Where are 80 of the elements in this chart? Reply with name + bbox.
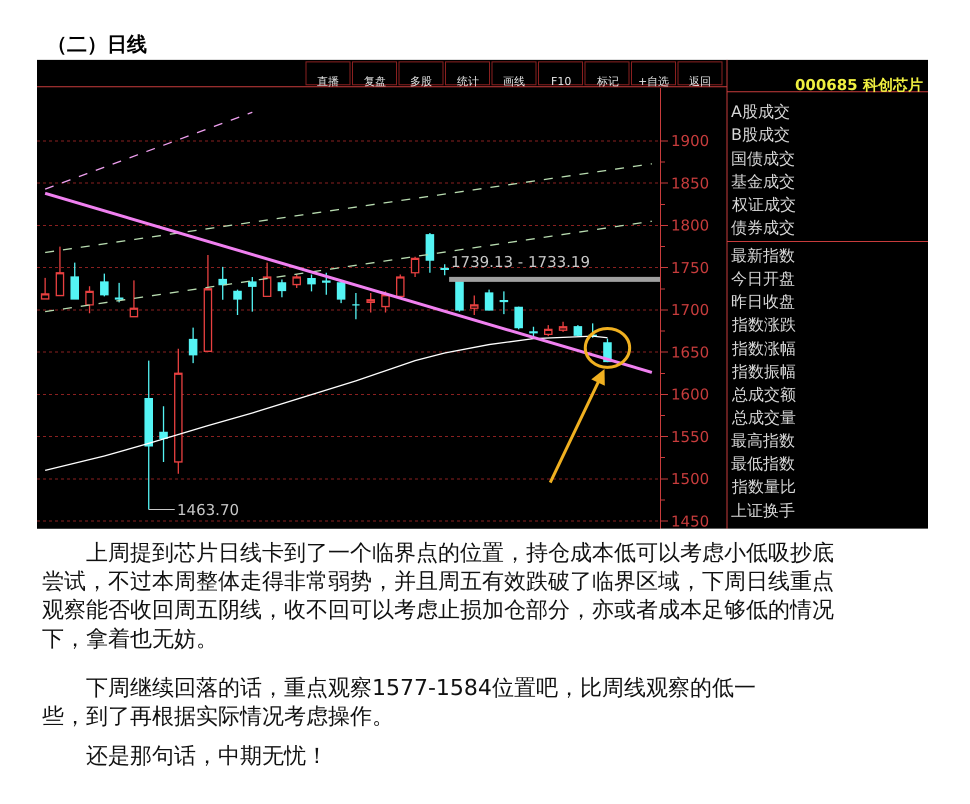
- y-tick-label: 1800: [671, 216, 710, 235]
- candlestick: [144, 360, 153, 510]
- text: B股成交: [731, 125, 790, 144]
- text: 上证换手: [731, 501, 795, 520]
- text: 总成交量: [731, 408, 796, 427]
- y-tick-label: 1850: [671, 174, 710, 192]
- text: 指数涨跌: [731, 315, 796, 334]
- candlestick: [426, 232, 434, 274]
- text: 上周提到芯片日线卡到了一个临界点的位置，持仓成本低可以考虑小低吸抄底尝试，不过本周整体走得非常弱势，并且周五有效跌破了临界区域，下周日线重点观察能否收回周五阴线，收不回可以考虑止损加仓部分，亦或者成本足够低的情况下，拿着也无妨。: [42, 541, 834, 652]
- candlestick: [278, 278, 286, 298]
- candlestick: [85, 286, 94, 314]
- text: A股成交: [731, 102, 790, 121]
- candlestick: [440, 264, 449, 276]
- y-tick-label: 1550: [671, 428, 710, 446]
- band-label: 1739.13 - 1733.19: [451, 253, 590, 271]
- candlestick: [529, 326, 538, 337]
- candlestick: [130, 280, 138, 318]
- candlestick: [56, 246, 64, 296]
- text: 基金成交: [731, 172, 795, 191]
- candlestick: [544, 324, 553, 337]
- candlestick: [218, 266, 227, 300]
- y-tick-label: 1700: [671, 301, 710, 320]
- text: 指数量比: [731, 477, 796, 496]
- y-tick-label: 1750: [671, 258, 710, 277]
- candlestick: [188, 327, 198, 364]
- text: 总成交额: [731, 385, 796, 404]
- annotation: 统计: [457, 75, 479, 88]
- candlestick: [352, 292, 360, 320]
- candlestick: [322, 272, 331, 296]
- chart-title: （二）日线: [47, 32, 147, 56]
- candlestick: [114, 282, 124, 303]
- candlestick: [70, 262, 80, 300]
- y-tick-label: 1500: [671, 470, 710, 488]
- text: 今日开盘: [731, 269, 795, 288]
- candlestick: [100, 272, 109, 298]
- candlestick: [292, 274, 301, 289]
- candlestick: [233, 289, 242, 316]
- annotation: 1463.70: [177, 501, 240, 519]
- text: 最低指数: [731, 454, 795, 473]
- text: 债券成交: [731, 218, 795, 237]
- text: 还是那句话，中期无忧！: [42, 744, 328, 769]
- candlestick: [558, 321, 568, 333]
- y-tick-label: 1650: [671, 343, 710, 362]
- candlestick: [366, 292, 375, 314]
- text: 下周继续回落的话，重点观察1577-1584位置吧，比周线观察的低一些，到了再根据实际情况考虑操作。: [42, 676, 756, 730]
- annotation: +自选: [638, 75, 670, 88]
- annotation: 复盘: [364, 75, 386, 88]
- candlestick: [470, 294, 479, 316]
- candlestick: [174, 348, 183, 474]
- candlestick: [514, 306, 523, 330]
- annotation: F10: [551, 75, 572, 88]
- text: 指数涨幅: [731, 339, 796, 358]
- candlestick: [381, 290, 390, 314]
- candlestick: [262, 262, 272, 298]
- line-series: [44, 335, 608, 472]
- y-tick-label: 1600: [671, 386, 710, 404]
- annotation: 直播: [317, 75, 339, 88]
- candlestick: [307, 274, 316, 292]
- candlestick: [574, 324, 582, 337]
- text: 返回: [689, 75, 711, 88]
- text: 000685 科创芯片: [795, 76, 923, 94]
- text: 昨日收盘: [731, 292, 795, 311]
- y-tick-label: 1450: [671, 512, 710, 530]
- annotation: 多股: [410, 75, 432, 88]
- text: 最新指数: [731, 246, 795, 265]
- annotation: 画线: [503, 75, 525, 88]
- candlestick: [410, 256, 420, 278]
- candlestick: [159, 406, 168, 463]
- candlestick: [484, 289, 494, 312]
- text: 国债成交: [731, 149, 795, 168]
- candlestick: [204, 254, 212, 353]
- candlestick: [500, 290, 508, 315]
- text: 最高指数: [731, 431, 795, 450]
- text: 权证成交: [731, 195, 796, 214]
- text: 指数振幅: [731, 362, 796, 381]
- annotation: 标记: [596, 75, 619, 88]
- y-tick-label: 1900: [671, 132, 710, 150]
- candlestick: [40, 277, 50, 300]
- candlestick: [396, 274, 405, 298]
- candlestick: [248, 276, 257, 312]
